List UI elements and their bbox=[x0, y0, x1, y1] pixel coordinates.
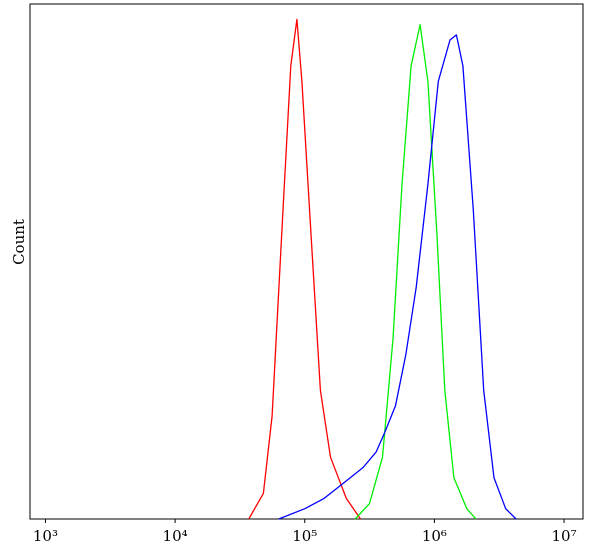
x-tick-label: 10⁵ bbox=[292, 527, 317, 545]
x-tick-label: 10³ bbox=[33, 527, 58, 545]
histogram-line bbox=[354, 23, 477, 520]
y-axis-label: Count bbox=[10, 219, 28, 265]
histogram-line bbox=[278, 34, 517, 520]
histogram-line bbox=[248, 18, 362, 520]
x-tick-label: 10⁶ bbox=[422, 527, 447, 545]
x-tick-label: 10⁴ bbox=[163, 527, 188, 545]
plot-frame bbox=[29, 3, 584, 520]
x-tick-label: 10⁷ bbox=[551, 527, 576, 545]
